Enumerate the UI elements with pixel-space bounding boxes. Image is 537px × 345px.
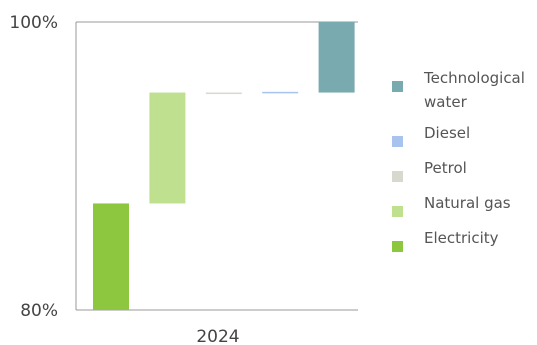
legend-swatch-natural-gas — [392, 206, 403, 217]
bar-technological-water — [318, 22, 355, 93]
chart: 80% 100% 2024 — [9, 13, 358, 345]
bar-natural-gas — [149, 92, 186, 204]
legend-swatch-technological-water — [392, 81, 403, 92]
legend: Technological water Diesel Petrol Natura… — [392, 66, 537, 261]
x-tick-label-2024: 2024 — [196, 327, 239, 345]
legend-label-technological-water: Technological water — [424, 69, 525, 111]
bar-electricity — [93, 203, 129, 310]
legend-item-electricity: Electricity — [392, 226, 537, 261]
legend-item-petrol: Petrol — [392, 156, 537, 191]
legend-label-electricity: Electricity — [424, 229, 499, 247]
y-tick-label-0: 80% — [20, 301, 58, 321]
bar-diesel — [262, 91, 299, 94]
legend-swatch-petrol — [392, 171, 403, 182]
legend-swatch-diesel — [392, 136, 403, 147]
legend-item-technological-water: Technological water — [392, 66, 537, 121]
legend-item-natural-gas: Natural gas — [392, 191, 537, 226]
legend-label-diesel: Diesel — [424, 124, 471, 142]
legend-label-petrol: Petrol — [424, 159, 467, 177]
bar-petrol — [205, 92, 242, 95]
bars — [93, 22, 355, 310]
y-tick-label-1: 100% — [9, 13, 58, 33]
legend-item-diesel: Diesel — [392, 121, 537, 156]
legend-swatch-electricity — [392, 241, 403, 252]
legend-label-natural-gas: Natural gas — [424, 194, 511, 212]
axis-labels: 80% 100% 2024 — [9, 13, 239, 345]
